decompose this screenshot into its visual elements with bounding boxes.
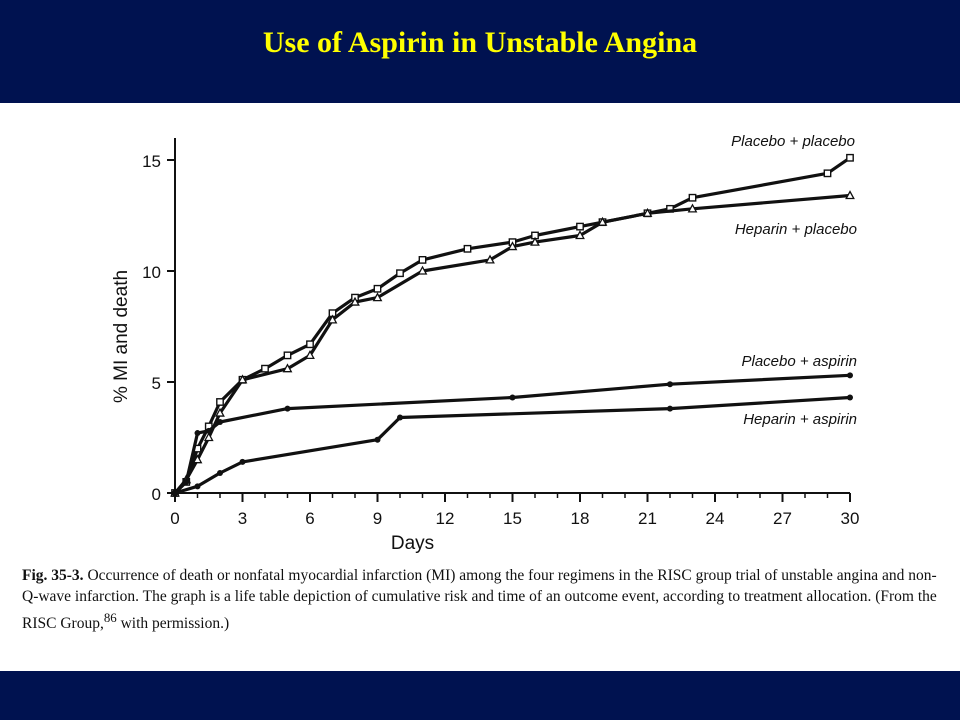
data-point (194, 483, 201, 490)
x-tick-label: 6 (305, 509, 314, 528)
x-tick-label: 15 (503, 509, 522, 528)
data-point (597, 216, 608, 226)
data-point (417, 265, 428, 275)
data-point (239, 458, 246, 465)
data-point (194, 430, 201, 437)
slide-title: Use of Aspirin in Unstable Angina (262, 26, 698, 59)
data-point (372, 292, 383, 302)
x-axis-label: Days (391, 533, 434, 554)
x-tick-label: 21 (638, 509, 657, 528)
data-point (205, 427, 212, 434)
data-point (463, 244, 472, 253)
data-point (847, 394, 853, 401)
data-point (183, 478, 190, 485)
title-band (0, 0, 960, 103)
y-tick-label: 15 (142, 152, 161, 171)
data-point (283, 351, 292, 360)
series-label-heparin-placebo: Heparin + placebo (735, 221, 857, 238)
data-point (667, 381, 673, 388)
series-label-heparin-aspirin: Heparin + aspirin (743, 411, 857, 428)
mi-death-chart: 0 5 10 15 0 3 6 9 12 15 18 21 24 27 30 Days % MI and de… (111, 133, 859, 554)
y-tick-label: 10 (142, 263, 161, 282)
footer-band (0, 671, 960, 720)
y-tick-label: 0 (152, 485, 161, 504)
data-point (215, 407, 225, 417)
x-tick-label: 24 (706, 509, 725, 528)
data-point (397, 414, 403, 421)
data-point (237, 374, 248, 384)
data-point (642, 207, 653, 217)
chart-series (170, 153, 855, 497)
x-tick-label: 18 (571, 509, 590, 528)
data-point (845, 190, 855, 200)
data-point (576, 222, 584, 231)
data-point (418, 256, 427, 264)
data-point (667, 405, 673, 412)
data-point (687, 203, 698, 213)
data-point (373, 284, 382, 293)
caption-tail: with permission.) (116, 615, 230, 633)
y-axis-label: % MI and death (111, 270, 132, 403)
x-tick-label: 0 (170, 509, 179, 528)
series-label-placebo-aspirin: Placebo + aspirin (742, 353, 858, 370)
series-line-heparin-aspirin (174, 395, 851, 495)
series-line-placebo-placebo (173, 156, 851, 495)
series-line-placebo-aspirin (173, 373, 851, 495)
data-point (306, 340, 314, 349)
data-point (282, 363, 293, 373)
data-point (217, 470, 223, 477)
data-point (327, 314, 338, 324)
data-point (217, 418, 223, 425)
data-point (216, 398, 224, 406)
data-point (846, 153, 854, 162)
figure-caption: Fig. 35-3. Occurrence of death or nonfat… (22, 565, 942, 634)
data-point (374, 436, 381, 443)
data-point (192, 454, 203, 464)
chart-axes: 0 5 10 15 0 3 6 9 12 15 18 21 24 27 30 (142, 138, 859, 528)
data-point (305, 349, 315, 360)
data-point (847, 372, 853, 379)
series-label-placebo-placebo: Placebo + placebo (731, 133, 855, 150)
caption-label: Fig. 35-3. (22, 567, 84, 584)
x-tick-label: 12 (436, 509, 455, 528)
data-point (203, 432, 214, 442)
x-tick-label: 27 (773, 509, 792, 528)
data-point (396, 269, 404, 278)
data-point (350, 296, 360, 306)
data-point (172, 490, 178, 496)
chart-labels: Days % MI and death Placebo + placebo Hepar… (111, 133, 857, 554)
data-point (509, 394, 516, 401)
x-tick-label: 30 (841, 509, 860, 528)
x-tick-label: 3 (238, 509, 247, 528)
caption-ref: 86 (103, 610, 117, 625)
y-tick-label: 5 (152, 374, 161, 393)
caption-text: Occurrence of death or nonfatal myocardi… (22, 567, 937, 633)
data-point (688, 193, 697, 202)
data-point (575, 230, 585, 240)
data-point (284, 405, 291, 412)
data-point (261, 364, 269, 373)
data-point (530, 236, 540, 246)
data-point (507, 241, 518, 251)
data-point (485, 254, 495, 264)
x-tick-label: 9 (373, 509, 382, 528)
data-point (823, 169, 832, 178)
